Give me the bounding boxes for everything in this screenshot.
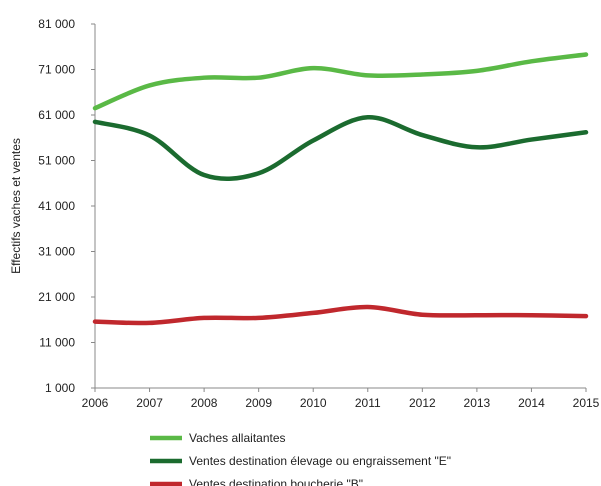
y-tick-label: 71 000 — [38, 63, 75, 77]
x-tick-label: 2009 — [245, 396, 272, 410]
y-tick-group: 1 000 11 000 21 000 31 000 41 000 51 000 61 00… — [38, 17, 95, 395]
y-tick-label: 1 000 — [45, 381, 75, 395]
plot-area: 1 000 11 000 21 000 31 000 41 000 51 000 61 00… — [38, 17, 599, 410]
x-tick-label: 2006 — [82, 396, 109, 410]
x-tick-label: 2014 — [518, 396, 545, 410]
x-tick-label: 2007 — [136, 396, 163, 410]
y-tick-label: 11 000 — [39, 336, 75, 350]
series-line-1 — [92, 52, 589, 111]
y-tick-label: 21 000 — [38, 290, 75, 304]
series-line-2 — [92, 115, 589, 182]
y-tick-label: 61 000 — [38, 108, 75, 122]
series-line-3 — [92, 304, 589, 326]
x-tick-label: 2008 — [191, 396, 218, 410]
y-tick-label: 81 000 — [38, 17, 75, 31]
series-group — [92, 52, 589, 326]
legend: Vaches allaitantes Ventes destination éle… — [150, 431, 451, 486]
legend-label: Vaches allaitantes — [189, 431, 286, 445]
x-tick-label: 2012 — [409, 396, 436, 410]
x-tick-group: 2006 2007 2008 2009 2010 2011 2012 2013 2014 2015 — [82, 388, 600, 410]
legend-label: Ventes destination boucherie "B" — [189, 477, 363, 486]
x-tick-label: 2015 — [573, 396, 600, 410]
legend-label: Ventes destination élevage ou engraissem… — [189, 454, 451, 468]
y-tick-label: 31 000 — [38, 245, 75, 259]
y-tick-label: 41 000 — [38, 199, 75, 213]
x-tick-label: 2010 — [300, 396, 327, 410]
y-axis-title: Effectifs vaches et ventes — [9, 138, 23, 274]
x-tick-label: 2013 — [464, 396, 491, 410]
y-tick-label: 51 000 — [38, 154, 75, 168]
x-tick-label: 2011 — [355, 396, 381, 410]
